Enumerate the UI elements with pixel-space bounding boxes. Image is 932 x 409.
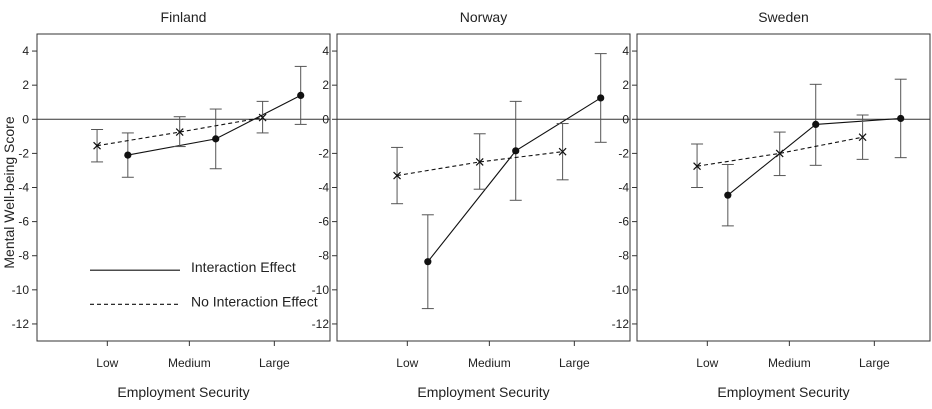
panel-title: Finland	[161, 9, 207, 25]
x-tick-label: Medium	[168, 356, 211, 370]
interaction-line	[727, 117, 901, 196]
y-tick-label: 4	[622, 44, 629, 58]
no-interaction-point	[475, 157, 484, 166]
interaction-point	[512, 147, 520, 155]
panel-norway: Norway 4 2 0 -2 -4 -6 -8 -10 -12 Low Medium Large Emp…	[312, 9, 631, 400]
x-tick-label: Medium	[468, 356, 511, 370]
no-interaction-point	[858, 133, 867, 142]
y-tick-label: -6	[18, 215, 29, 229]
interaction-point	[212, 135, 220, 143]
interaction-point	[897, 114, 905, 123]
y-tick-label: 2	[622, 78, 629, 92]
x-tick-label: Low	[396, 356, 418, 370]
panel-title: Sweden	[758, 9, 809, 25]
no-interaction-point	[175, 128, 184, 136]
y-tick-label: 0	[622, 112, 629, 126]
y-tick-label: 4	[322, 44, 329, 58]
x-tick-label: Low	[696, 356, 718, 370]
no-interaction-point	[393, 171, 401, 180]
x-marker-stroke	[393, 171, 401, 180]
no-interaction-point	[258, 113, 267, 122]
x-marker-stroke	[558, 147, 567, 156]
interaction-line	[427, 97, 601, 263]
x-marker-stroke	[693, 162, 701, 171]
y-tick-label: -2	[18, 146, 29, 160]
y-tick-label: -4	[18, 181, 29, 195]
legend-label-interaction: Interaction Effect	[191, 259, 296, 275]
y-tick-label: -10	[12, 283, 30, 297]
y-tick-label: -2	[618, 146, 629, 160]
panel-title: Norway	[460, 9, 507, 25]
y-tick-label: -8	[18, 249, 29, 263]
interaction-point	[124, 151, 132, 159]
x-tick-label: Large	[259, 356, 290, 370]
y-tick-label: 0	[322, 112, 329, 126]
x-axis-title: Employment Security	[117, 384, 249, 400]
y-tick-label: -10	[312, 283, 330, 297]
y-tick-label: 2	[22, 78, 29, 92]
interaction-point	[812, 120, 820, 128]
interaction-point	[424, 258, 432, 266]
y-tick-label: -6	[618, 215, 629, 229]
no-interaction-point	[775, 149, 784, 158]
y-tick-label: 0	[22, 112, 29, 126]
y-tick-label: 2	[322, 78, 329, 92]
panel-finland: Finland 4 2 0 -2 -4 -6 -8 -10 -12 Low Medium Large Em…	[12, 9, 331, 400]
x-marker-stroke	[175, 128, 184, 136]
y-tick-label: -6	[318, 215, 329, 229]
no-interaction-point	[93, 141, 101, 150]
y-tick-label: -4	[618, 181, 629, 195]
x-marker-stroke	[475, 157, 484, 166]
x-tick-label: Low	[96, 356, 118, 370]
y-tick-label: -4	[318, 181, 329, 195]
x-marker-stroke	[858, 133, 867, 142]
interaction-line	[127, 94, 301, 156]
panel-sweden: Sweden 4 2 0 -2 -4 -6 -8 -10 -12 Low Medium Large Emp…	[612, 9, 931, 400]
panel-frame	[336, 33, 631, 342]
x-axis-title: Employment Security	[417, 384, 549, 400]
x-axis-title: Employment Security	[717, 384, 849, 400]
no-interaction-point	[693, 162, 701, 171]
panel-frame	[636, 33, 931, 342]
y-tick-label: -12	[12, 317, 30, 331]
y-tick-label: -8	[318, 249, 329, 263]
interaction-point	[597, 94, 605, 102]
no-interaction-point	[558, 147, 567, 156]
interaction-point	[724, 191, 732, 199]
y-tick-label: -8	[618, 249, 629, 263]
y-tick-label: -10	[612, 283, 630, 297]
legend: Interaction Effect No Interaction Effect	[90, 259, 318, 309]
y-axis-title: Mental Well-being Score	[1, 116, 17, 268]
x-tick-label: Large	[559, 356, 590, 370]
legend-label-no-interaction: No Interaction Effect	[191, 293, 318, 309]
x-marker-stroke	[258, 113, 267, 122]
interaction-point	[297, 91, 305, 99]
x-tick-label: Large	[859, 356, 890, 370]
x-tick-label: Medium	[768, 356, 811, 370]
x-marker-stroke	[775, 149, 784, 158]
y-tick-label: 4	[22, 44, 29, 58]
y-tick-label: -12	[612, 317, 630, 331]
y-tick-label: -12	[312, 317, 330, 331]
y-tick-label: -2	[318, 146, 329, 160]
x-marker-stroke	[93, 141, 101, 150]
